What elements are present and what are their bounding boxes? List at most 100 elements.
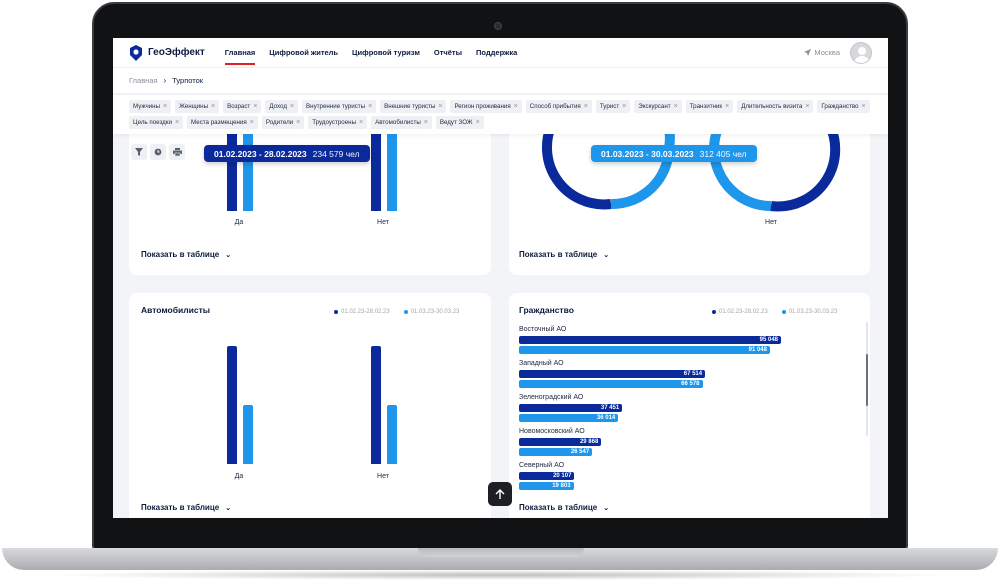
period-count: 312 405 чел	[699, 148, 747, 159]
print-button[interactable]	[169, 144, 185, 160]
filter-chip[interactable]: Трудоустроены ×	[308, 116, 368, 129]
close-icon[interactable]: ×	[725, 103, 730, 110]
printer-icon	[172, 148, 182, 156]
close-icon[interactable]: ×	[673, 103, 678, 110]
filter-chip-label: Регион проживания	[454, 103, 511, 110]
filter-chip-label: Внешние туристы	[384, 103, 436, 110]
filter-chip[interactable]: Доход ×	[265, 100, 299, 113]
filter-chip[interactable]: Места размещения ×	[187, 116, 258, 129]
filter-chip[interactable]: Регион проживания ×	[450, 100, 522, 113]
scrollbar-thumb[interactable]	[866, 354, 868, 406]
category-label: Северный АО	[519, 462, 565, 469]
filter-chip[interactable]: Внутренние туристы ×	[302, 100, 377, 113]
city-selector[interactable]: Москва	[804, 48, 840, 57]
location-pin-logo-icon	[130, 44, 142, 61]
close-icon[interactable]: ×	[861, 103, 866, 110]
close-icon[interactable]: ×	[249, 119, 254, 126]
close-icon[interactable]: ×	[513, 103, 518, 110]
filter-chip[interactable]: Мужчины ×	[129, 100, 172, 113]
user-avatar[interactable]	[850, 41, 872, 64]
scroll-to-top-button[interactable]	[488, 482, 512, 506]
close-icon[interactable]: ×	[438, 103, 443, 110]
filter-chip[interactable]: Гражданство ×	[817, 100, 870, 113]
close-icon[interactable]: ×	[163, 103, 168, 110]
filter-chip[interactable]: Турист ×	[595, 100, 631, 113]
bar-yes-period-2	[243, 405, 253, 464]
legend-item-period-1: 01.02.23-28.02.23	[334, 309, 390, 315]
chevron-down-icon: ⌄	[225, 251, 232, 259]
filter-chip-label: Мужчины	[133, 103, 161, 110]
close-icon[interactable]: ×	[359, 119, 364, 126]
breadcrumb: Главная › Турпоток	[113, 67, 888, 93]
filter-chip[interactable]: Родители ×	[261, 116, 305, 129]
filter-chip[interactable]: Цель поездки ×	[129, 116, 184, 129]
filter-chip[interactable]: Внешние туристы ×	[380, 100, 447, 113]
legend-item-period-1: 01.02.23-28.02.23	[712, 309, 768, 315]
card-top-right: Нет Показать в таблице ⌄	[509, 118, 870, 275]
filter-chip[interactable]: Экскурсант ×	[634, 100, 682, 113]
hbar-period-2: 26 547	[519, 448, 593, 456]
filter-chip-label: Цель поездки	[133, 119, 172, 126]
filter-chip[interactable]: Женщины ×	[175, 100, 220, 113]
filter-chip[interactable]: Ведут ЗОЖ ×	[435, 116, 484, 129]
close-icon[interactable]: ×	[475, 119, 480, 126]
show-table-button[interactable]: Показать в таблице ⌄	[141, 250, 231, 259]
clock-icon	[154, 148, 162, 156]
show-table-label: Показать в таблице	[519, 250, 598, 259]
nav-digital-resident[interactable]: Цифровой житель	[269, 48, 339, 57]
show-table-button[interactable]: Показать в таблице ⌄	[519, 250, 609, 259]
nav-digital-tourism[interactable]: Цифровой туризм	[352, 48, 420, 57]
filter-chip-label: Места размещения	[191, 119, 247, 126]
close-icon[interactable]: ×	[174, 119, 180, 126]
filter-chip-label: Гражданство	[821, 103, 859, 110]
nav-reports[interactable]: Отчёты	[433, 48, 462, 57]
breadcrumb-home[interactable]: Главная	[129, 76, 158, 85]
close-icon[interactable]: ×	[622, 103, 627, 110]
close-icon[interactable]: ×	[368, 103, 373, 110]
legend-label: 01.02.23-28.02.23	[719, 309, 768, 315]
close-icon[interactable]: ×	[805, 103, 810, 110]
card-title: Гражданство	[519, 305, 574, 315]
filter-chips: Мужчины × Женщины × Возраст × Доход × Внутренние…	[113, 94, 888, 134]
filter-chip[interactable]: Возраст ×	[223, 100, 262, 113]
period-pill-second: 01.03.2023 - 30.03.2023 312 405 чел	[591, 145, 757, 162]
hbar-period-1: 95 048	[519, 336, 781, 344]
hbar-period-1: 20 107	[519, 472, 575, 480]
close-icon[interactable]: ×	[583, 103, 588, 110]
show-table-button[interactable]: Показать в таблице ⌄	[519, 503, 609, 512]
x-label-no: Нет	[377, 473, 389, 480]
bar-yes-period-1	[227, 118, 237, 211]
filter-chip[interactable]: Транзитник ×	[685, 100, 734, 113]
laptop-base	[2, 548, 998, 570]
filter-chip-label: Женщины	[179, 103, 209, 110]
filter-chip-label: Турист	[599, 103, 620, 110]
chevron-down-icon: ⌄	[603, 504, 610, 512]
top-right: Москва	[804, 41, 872, 64]
close-icon[interactable]: ×	[289, 103, 295, 110]
close-icon[interactable]: ×	[423, 119, 428, 126]
donut-period-2	[709, 118, 841, 212]
nav-support[interactable]: Поддержка	[476, 48, 518, 57]
category-label: Западный АО	[519, 360, 564, 367]
history-button[interactable]	[150, 144, 166, 160]
category-label: Новомосковский АО	[519, 428, 585, 435]
show-table-label: Показать в таблице	[141, 250, 220, 259]
filter-chip-label: Возраст	[227, 103, 251, 110]
close-icon[interactable]: ×	[296, 119, 301, 126]
card-title: Автомобилисты	[141, 305, 211, 315]
show-table-label: Показать в таблице	[519, 503, 598, 512]
filter-chip-label: Транзитник	[689, 103, 723, 110]
filter-chip[interactable]: Длительность визита ×	[737, 100, 814, 113]
top-bar: ГеоЭффект Главная Цифровой житель Цифров…	[113, 38, 888, 67]
filter-chip-label: Ведут ЗОЖ	[439, 119, 473, 126]
filter-chip[interactable]: Способ прибытия ×	[525, 100, 592, 113]
show-table-button[interactable]: Показать в таблице ⌄	[141, 503, 231, 512]
close-icon[interactable]: ×	[253, 103, 258, 110]
legend-label: 01.03.23-30.03.23	[788, 309, 838, 315]
breadcrumb-current: Турпоток	[172, 76, 204, 85]
filter-button[interactable]	[131, 144, 147, 160]
nav-home[interactable]: Главная	[224, 38, 255, 67]
close-icon[interactable]: ×	[211, 103, 216, 110]
logo[interactable]: ГеоЭффект	[129, 44, 205, 61]
filter-chip[interactable]: Автомобилисты ×	[371, 116, 432, 129]
